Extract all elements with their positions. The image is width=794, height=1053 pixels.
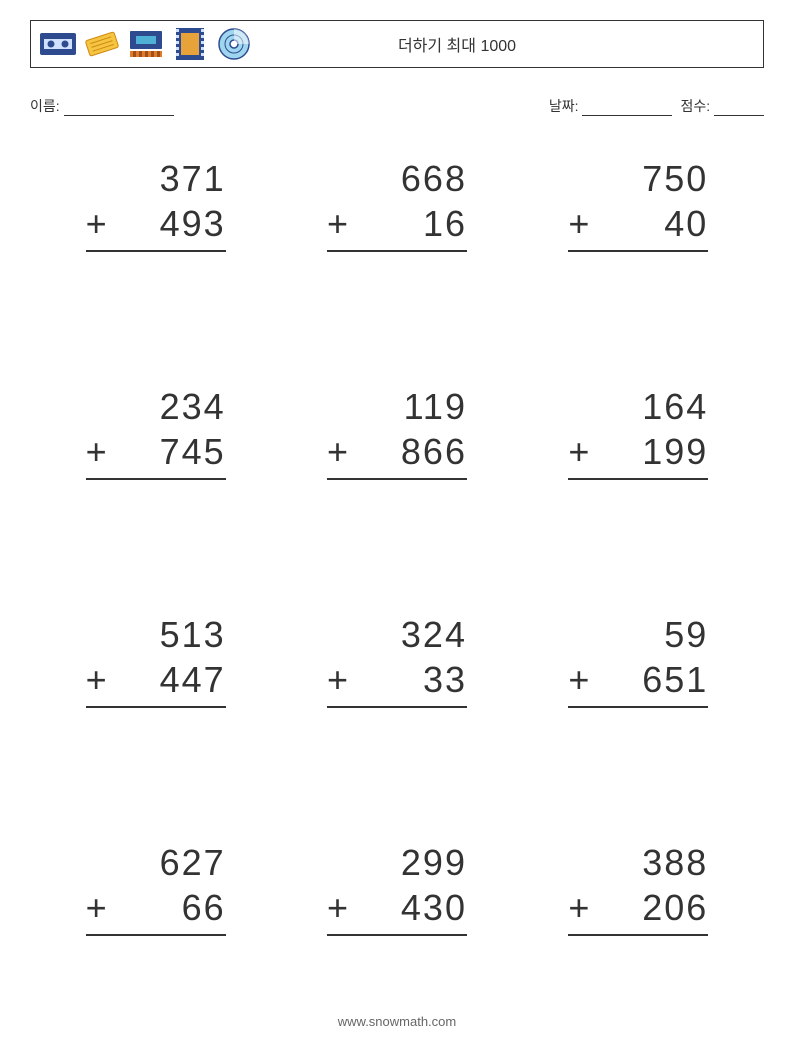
meta-row: 이름: 날짜: 점수: [30, 96, 764, 116]
answer-rule[interactable] [86, 250, 226, 294]
answer-rule[interactable] [327, 250, 467, 294]
problem: 59+651 [568, 612, 708, 750]
header-icons [39, 28, 253, 60]
ticket-icon [83, 28, 121, 60]
addend-bottom: 651 [596, 657, 708, 702]
operator-placeholder [327, 384, 355, 429]
answer-rule[interactable] [86, 706, 226, 750]
addend-top: 299 [355, 840, 467, 885]
score-blank[interactable] [714, 102, 764, 116]
filmreel-icon [171, 28, 209, 60]
answer-rule[interactable] [327, 706, 467, 750]
operator: + [568, 885, 596, 930]
operator: + [86, 201, 114, 246]
operator-placeholder [568, 384, 596, 429]
name-blank[interactable] [64, 102, 174, 116]
addend-top: 750 [596, 156, 708, 201]
problem: 668+16 [327, 156, 467, 294]
addend-top: 371 [114, 156, 226, 201]
addend-bottom: 447 [114, 657, 226, 702]
worksheet-header: 더하기 최대 1000 [30, 20, 764, 68]
answer-rule[interactable] [327, 934, 467, 978]
addend-top: 513 [114, 612, 226, 657]
date-blank[interactable] [582, 102, 672, 116]
answer-rule[interactable] [86, 478, 226, 522]
problem: 324+33 [327, 612, 467, 750]
answer-rule[interactable] [86, 934, 226, 978]
operator-placeholder [86, 156, 114, 201]
operator: + [568, 429, 596, 474]
addend-top: 234 [114, 384, 226, 429]
problem: 371+493 [86, 156, 226, 294]
addend-bottom: 206 [596, 885, 708, 930]
cassette-icon [39, 28, 77, 60]
operator: + [327, 657, 355, 702]
operator-placeholder [86, 612, 114, 657]
answer-rule[interactable] [568, 250, 708, 294]
problem: 513+447 [86, 612, 226, 750]
footer-url: www.snowmath.com [0, 1014, 794, 1029]
problem-grid: 371+493668+16750+40234+745119+866164+199… [30, 146, 764, 978]
problem: 299+430 [327, 840, 467, 978]
answer-rule[interactable] [568, 706, 708, 750]
addend-bottom: 745 [114, 429, 226, 474]
operator: + [86, 429, 114, 474]
problem: 164+199 [568, 384, 708, 522]
operator-placeholder [86, 840, 114, 885]
operator: + [86, 885, 114, 930]
cinema-icon [127, 28, 165, 60]
addend-top: 324 [355, 612, 467, 657]
operator-placeholder [86, 384, 114, 429]
score-label: 점수: [680, 98, 710, 114]
problem: 627+66 [86, 840, 226, 978]
operator-placeholder [327, 612, 355, 657]
addend-bottom: 40 [596, 201, 708, 246]
worksheet-title: 더하기 최대 1000 [259, 32, 755, 56]
addend-top: 164 [596, 384, 708, 429]
addend-top: 668 [355, 156, 467, 201]
addend-bottom: 866 [355, 429, 467, 474]
addend-bottom: 199 [596, 429, 708, 474]
addend-bottom: 33 [355, 657, 467, 702]
addend-bottom: 430 [355, 885, 467, 930]
problem: 750+40 [568, 156, 708, 294]
problem: 119+866 [327, 384, 467, 522]
disc-icon [215, 28, 253, 60]
operator: + [86, 657, 114, 702]
operator-placeholder [568, 156, 596, 201]
name-label: 이름: [30, 98, 60, 114]
addend-top: 627 [114, 840, 226, 885]
addend-top: 119 [355, 384, 467, 429]
addend-bottom: 66 [114, 885, 226, 930]
operator-placeholder [327, 840, 355, 885]
answer-rule[interactable] [327, 478, 467, 522]
problem: 388+206 [568, 840, 708, 978]
problem: 234+745 [86, 384, 226, 522]
addend-bottom: 493 [114, 201, 226, 246]
operator: + [568, 657, 596, 702]
addend-top: 59 [596, 612, 708, 657]
operator-placeholder [327, 156, 355, 201]
addend-bottom: 16 [355, 201, 467, 246]
answer-rule[interactable] [568, 478, 708, 522]
operator-placeholder [568, 612, 596, 657]
operator: + [327, 201, 355, 246]
operator-placeholder [568, 840, 596, 885]
operator: + [327, 429, 355, 474]
answer-rule[interactable] [568, 934, 708, 978]
operator: + [327, 885, 355, 930]
operator: + [568, 201, 596, 246]
date-label: 날짜: [549, 98, 579, 114]
addend-top: 388 [596, 840, 708, 885]
